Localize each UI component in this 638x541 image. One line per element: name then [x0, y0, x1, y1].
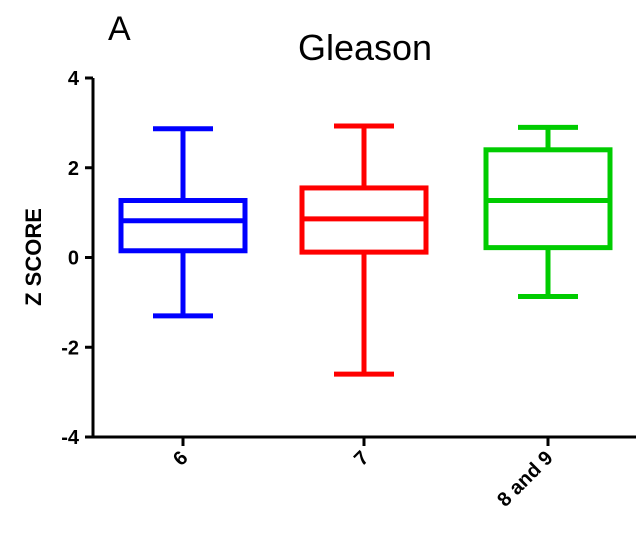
y-tick-label: -2: [61, 337, 79, 359]
x-axis-ticks: 6 7 8 and 9: [169, 437, 558, 511]
y-axis-ticks: -4 -2 0 2 4: [61, 68, 93, 449]
panel-label: A: [108, 10, 131, 48]
y-tick-label: 0: [68, 248, 79, 270]
box-2: [299, 123, 429, 377]
iqr-box: [118, 198, 248, 254]
box-3: [483, 124, 613, 300]
x-tick-label: 7: [350, 447, 373, 470]
y-tick-label: 2: [68, 158, 79, 180]
box-1: [118, 126, 248, 319]
chart-title: Gleason: [298, 27, 432, 68]
y-axis-label: Z SCORE: [21, 208, 46, 306]
boxes: [118, 123, 613, 377]
y-tick-label: -4: [61, 427, 80, 449]
x-tick-label: 6: [169, 447, 192, 470]
x-tick-label: 8 and 9: [493, 447, 557, 511]
y-tick-label: 4: [68, 68, 80, 90]
